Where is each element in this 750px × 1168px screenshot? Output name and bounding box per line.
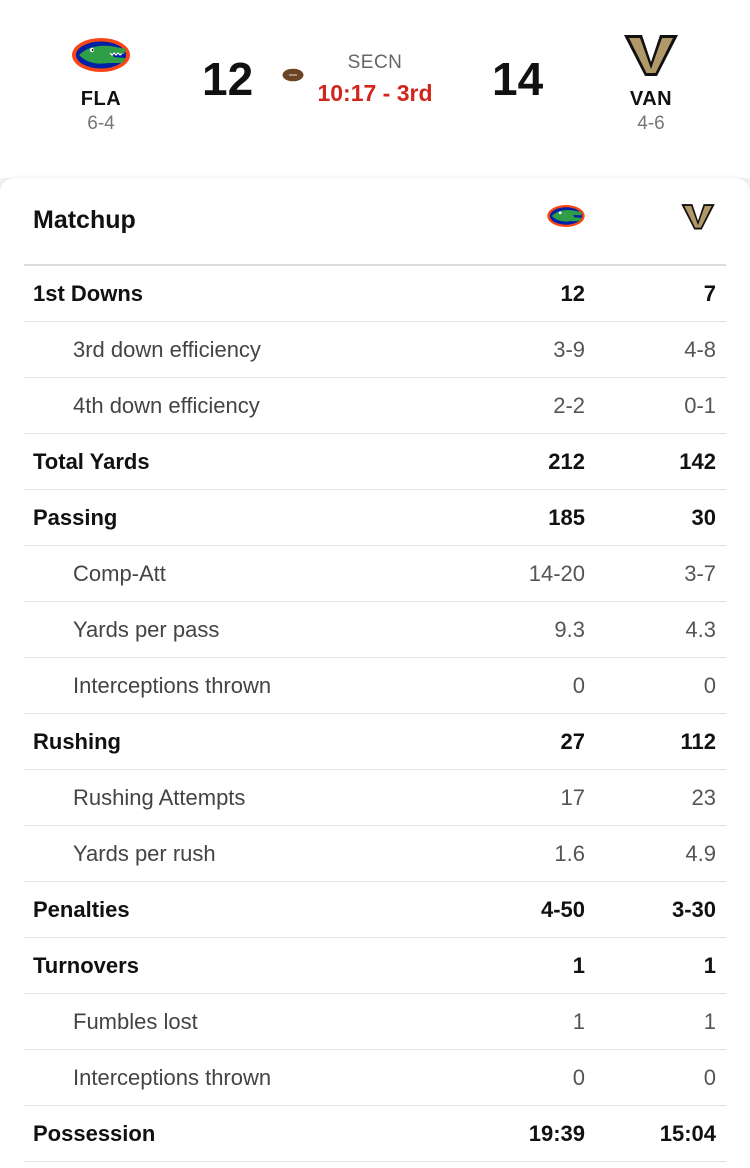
stat-label: Fumbles lost [73, 1009, 198, 1034]
stat-row: Passing 185 30 [24, 490, 726, 546]
stat-row: 3rd down efficiency 3-9 4-8 [24, 322, 726, 378]
stat-row: Interceptions thrown 0 0 [24, 658, 726, 714]
stat-label: 4th down efficiency [73, 393, 260, 418]
stat-row: Comp-Att 14-20 3-7 [24, 546, 726, 602]
stat-row: Turnovers 1 1 [24, 938, 726, 994]
away-stat-value: 15:04 [659, 1121, 716, 1146]
v-star-logo-icon [596, 30, 706, 80]
possession-football-icon [282, 68, 304, 87]
away-stat-value: 0 [703, 1065, 716, 1090]
gator-logo-icon [46, 30, 156, 80]
stat-label: 3rd down efficiency [73, 337, 261, 362]
away-score: 14 [492, 53, 544, 105]
home-stat-value: 9.3 [554, 617, 585, 642]
home-stat-value: 185 [548, 505, 585, 530]
matchup-card: Matchup 1st Downs 12 7 3rd down efficiency 3… [0, 178, 750, 1168]
stat-row: Yards per pass 9.3 4.3 [24, 602, 726, 658]
home-score: 12 [202, 53, 254, 105]
home-stat-value: 14-20 [528, 561, 585, 586]
stat-label: Interceptions thrown [73, 1065, 272, 1090]
stat-label: Total Yards [33, 449, 150, 474]
stat-label: Comp-Att [73, 561, 166, 586]
away-stat-value: 7 [703, 281, 716, 306]
stat-row: Yards per rush 1.6 4.9 [24, 826, 726, 882]
home-stat-value: 17 [560, 785, 585, 810]
home-stat-value: 212 [548, 449, 585, 474]
home-stat-value: 4-50 [540, 897, 585, 922]
home-stat-value: 3-9 [553, 337, 585, 362]
away-team[interactable]: VAN 4-6 [596, 30, 706, 135]
stat-label: 1st Downs [33, 281, 144, 306]
stat-label: Possession [33, 1121, 156, 1146]
away-stat-value: 4-8 [684, 337, 716, 362]
stats-table: 1st Downs 12 7 3rd down efficiency 3-9 4-8 4th… [24, 264, 726, 1162]
home-team[interactable]: FLA 6-4 [46, 30, 156, 135]
stat-row: Rushing 27 112 [24, 714, 726, 770]
home-stat-value: 1 [572, 953, 585, 978]
away-stat-value: 142 [679, 449, 716, 474]
away-stat-value: 30 [691, 505, 716, 530]
stat-label: Rushing [33, 729, 121, 754]
home-team-record: 6-4 [87, 113, 115, 134]
game-clock: 10:17 - 3rd [317, 80, 433, 106]
home-stat-value: 1.6 [554, 841, 585, 866]
away-stat-value: 0 [703, 673, 716, 698]
stat-label: Rushing Attempts [73, 785, 246, 810]
away-stat-value: 3-30 [671, 897, 716, 922]
home-stat-value: 1 [572, 1009, 585, 1034]
stat-row: Interceptions thrown 0 0 [24, 1050, 726, 1106]
stat-row: 1st Downs 12 7 [24, 266, 726, 322]
home-stat-value: 0 [572, 673, 585, 698]
home-stat-value: 27 [560, 729, 585, 754]
home-stat-value: 0 [572, 1065, 585, 1090]
away-team-abbr: VAN [629, 88, 673, 110]
stat-row: 4th down efficiency 2-2 0-1 [24, 378, 726, 434]
stat-label: Passing [33, 505, 118, 530]
stat-row: Fumbles lost 1 1 [24, 994, 726, 1050]
stat-row: Rushing Attempts 17 23 [24, 770, 726, 826]
stat-label: Interceptions thrown [73, 673, 272, 698]
away-stat-value: 1 [703, 953, 716, 978]
home-stat-value: 2-2 [553, 393, 585, 418]
stat-row: Penalties 4-50 3-30 [24, 882, 726, 938]
gator-logo-icon [546, 202, 586, 235]
tv-network: SECN [347, 52, 403, 73]
away-stat-value: 0-1 [684, 393, 716, 418]
away-stat-value: 1 [703, 1009, 716, 1034]
away-stat-value: 3-7 [684, 561, 716, 586]
matchup-title: Matchup [33, 206, 136, 234]
matchup-header: Matchup [0, 178, 750, 264]
away-stat-value: 112 [680, 729, 717, 754]
stat-label: Yards per pass [73, 617, 220, 642]
home-team-abbr: FLA [80, 88, 122, 110]
away-stat-value: 4.9 [685, 841, 716, 866]
stat-label: Turnovers [33, 953, 139, 978]
stat-label: Penalties [33, 897, 130, 922]
stat-row: Total Yards 212 142 [24, 434, 726, 490]
home-stat-value: 12 [560, 281, 585, 306]
v-star-logo-icon [680, 202, 716, 236]
stat-label: Yards per rush [73, 841, 216, 866]
away-team-record: 4-6 [637, 113, 665, 134]
away-stat-value: 4.3 [685, 617, 716, 642]
scoreboard: FLA 6-4 12 SECN 10:17 - 3rd 14 VAN 4-6 [0, 0, 750, 178]
home-stat-value: 19:39 [528, 1121, 585, 1146]
away-stat-value: 23 [691, 785, 716, 810]
